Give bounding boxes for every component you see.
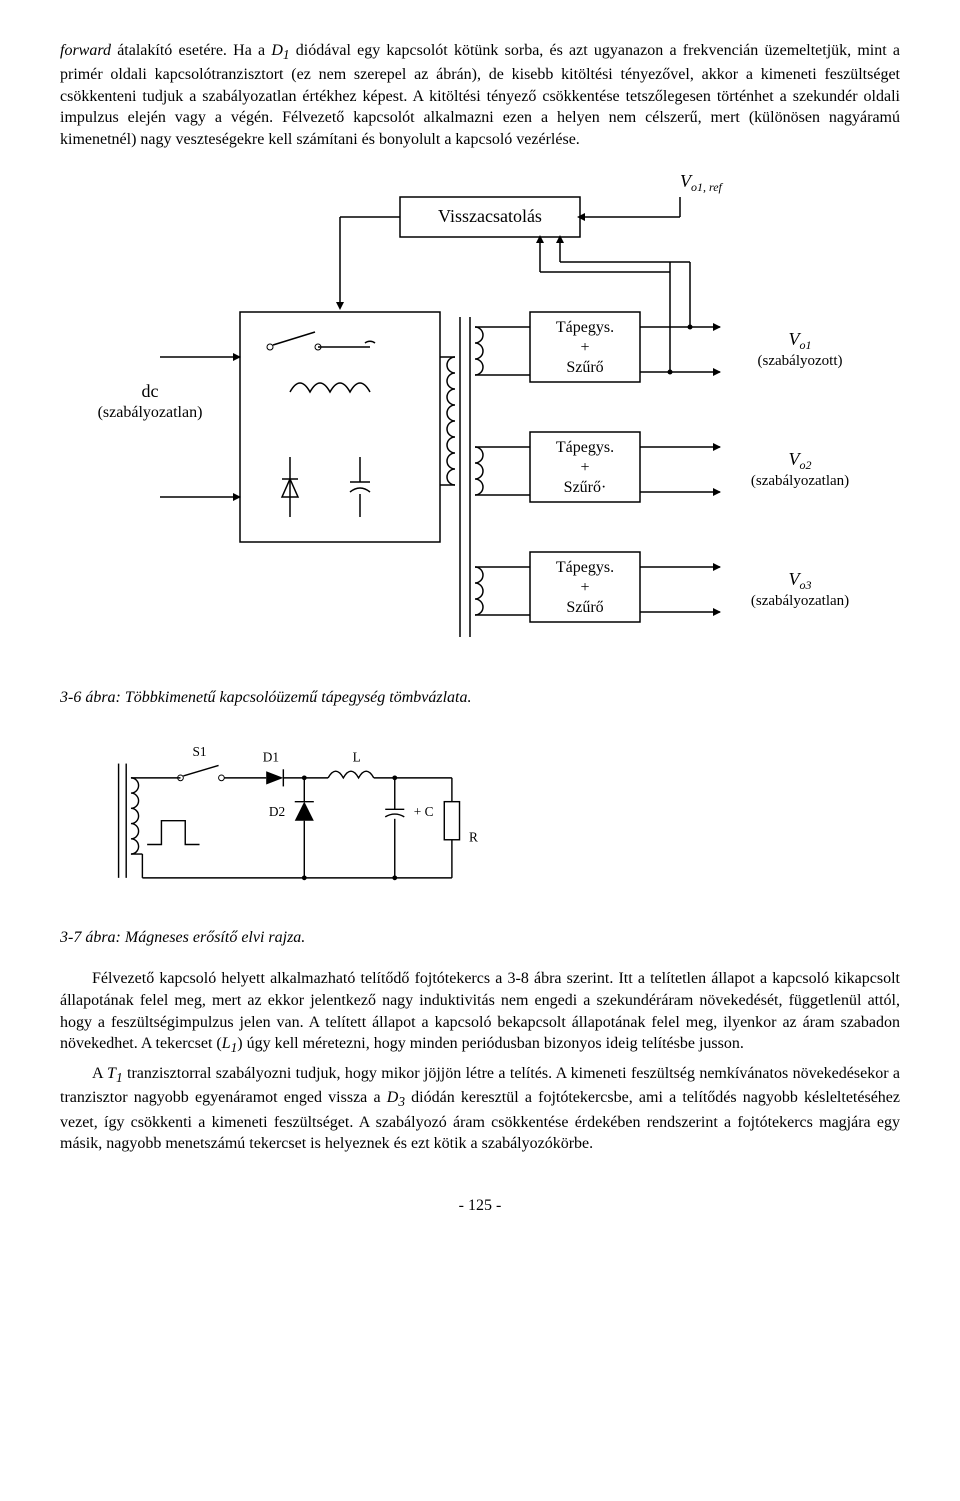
c-label: + C <box>414 804 434 819</box>
s1-label: S1 <box>192 744 206 759</box>
block-text: + <box>580 339 589 356</box>
text: 1 <box>116 1070 123 1085</box>
block-text: Szűrő <box>566 599 603 616</box>
block-text: Szűrő· <box>564 479 607 496</box>
caption-3-6: 3-6 ábra: Többkimenetű kapcsolóüzemű táp… <box>60 687 900 709</box>
l-label: L <box>353 749 361 764</box>
dc-label-2: (szabályozatlan) <box>98 404 203 421</box>
vo3-label: Vo3 <box>789 569 812 592</box>
figure-3-6-block-diagram: Visszacsatolás Vo1, ref dc (szabályozatl… <box>60 167 900 667</box>
vo3-note: (szabályozatlan) <box>751 593 849 609</box>
text: T <box>107 1065 116 1082</box>
paragraph-2: Félvezető kapcsoló helyett alkalmazható … <box>60 968 900 1057</box>
block-text: + <box>580 459 589 476</box>
r-label: R <box>469 829 478 844</box>
paragraph-1: forward átalakító esetére. Ha a D1 diódá… <box>60 40 900 151</box>
vo1-label: Vo1 <box>789 329 812 352</box>
caption-3-7: 3-7 ábra: Mágneses erősítő elvi rajza. <box>60 927 900 949</box>
text: ) úgy kell méretezni, hogy minden periód… <box>237 1035 744 1052</box>
text: D <box>387 1089 399 1106</box>
d1-label: D1 <box>263 749 279 764</box>
text: 1 <box>283 47 290 62</box>
paragraph-3: A T1 tranzisztorral szabályozni tudjuk, … <box>60 1063 900 1155</box>
block-text: Szűrő <box>566 359 603 376</box>
text: L <box>222 1035 231 1052</box>
text: forward <box>60 42 111 59</box>
d2-label: D2 <box>269 804 285 819</box>
text: A <box>92 1065 107 1082</box>
vo2-note: (szabályozatlan) <box>751 473 849 489</box>
block-text: Tápegys. <box>556 439 614 456</box>
page-number: - 125 - <box>60 1195 900 1217</box>
text: átalakító esetére. Ha a <box>111 42 271 59</box>
feedback-label: Visszacsatolás <box>438 206 542 226</box>
figure-3-7-schematic: S1 D1 L + C R D2 <box>90 735 490 906</box>
text: D <box>271 42 283 59</box>
text: 3 <box>398 1095 405 1110</box>
block-text: + <box>580 579 589 596</box>
block-text: Tápegys. <box>556 319 614 336</box>
vo1-ref: Vo1, ref <box>680 171 724 194</box>
block-text: Tápegys. <box>556 559 614 576</box>
vo2-label: Vo2 <box>789 449 812 472</box>
dc-label-1: dc <box>142 381 159 401</box>
vo1-note: (szabályozott) <box>758 353 843 369</box>
